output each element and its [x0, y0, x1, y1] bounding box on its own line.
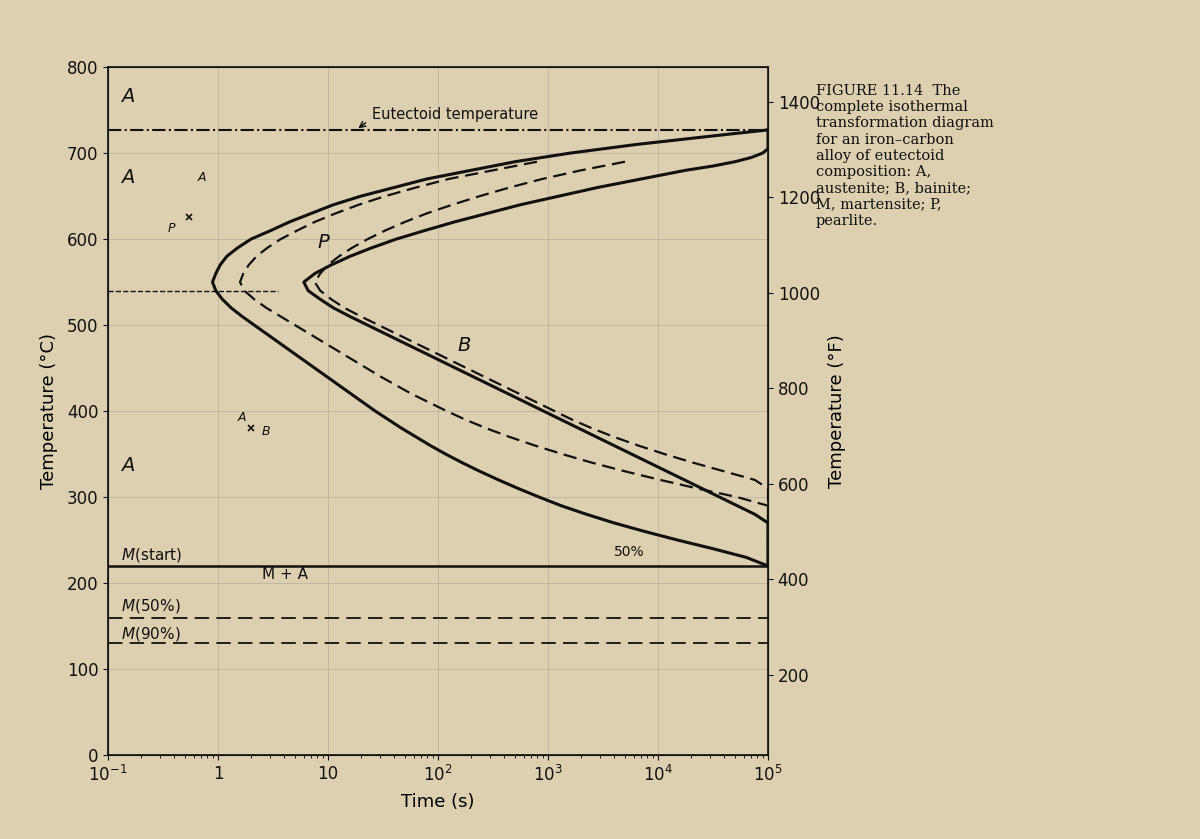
Y-axis label: Temperature (°C): Temperature (°C): [41, 333, 59, 489]
Text: B: B: [457, 336, 470, 355]
Text: A: A: [120, 86, 134, 106]
Text: 50%: 50%: [614, 545, 644, 559]
Text: Eutectoid temperature: Eutectoid temperature: [372, 107, 538, 122]
Text: A: A: [120, 456, 134, 476]
Text: M + A: M + A: [262, 567, 307, 581]
Text: B: B: [262, 425, 270, 438]
Text: $\mathit{M}$(start): $\mathit{M}$(start): [120, 545, 181, 564]
Text: $\mathit{M}$(90%): $\mathit{M}$(90%): [120, 625, 180, 643]
Text: P: P: [168, 222, 175, 235]
Text: A: A: [198, 170, 206, 184]
Text: A: A: [238, 411, 246, 425]
Text: A: A: [120, 168, 134, 187]
Text: FIGURE 11.14  The
complete isothermal
transformation diagram
for an iron–carbon
: FIGURE 11.14 The complete isothermal tra…: [816, 84, 994, 227]
X-axis label: Time (s): Time (s): [401, 793, 475, 811]
Y-axis label: Temperature (°F): Temperature (°F): [828, 334, 846, 488]
Text: $\mathit{M}$(50%): $\mathit{M}$(50%): [120, 597, 180, 615]
Text: P: P: [317, 232, 329, 252]
